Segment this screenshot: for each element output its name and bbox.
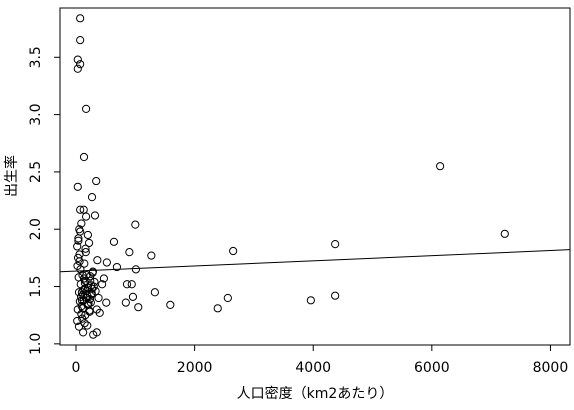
- point: [76, 35, 85, 45]
- point: [90, 211, 100, 220]
- point: [73, 242, 82, 251]
- point: [92, 328, 101, 337]
- point: [76, 60, 85, 69]
- point: [87, 284, 97, 293]
- point: [147, 251, 156, 260]
- point: [84, 238, 94, 248]
- point: [93, 256, 102, 265]
- x-tick-label: 6000: [414, 360, 450, 376]
- point: [79, 328, 88, 337]
- point: [121, 298, 130, 307]
- point: [500, 229, 509, 238]
- y-tick-label: 2.5: [28, 161, 44, 183]
- point: [81, 244, 90, 253]
- point: [73, 182, 82, 191]
- point: [74, 322, 84, 331]
- regression-line: [59, 249, 571, 273]
- point: [81, 212, 91, 221]
- x-tick-label: 2000: [177, 360, 213, 376]
- y-tick-label: 1.0: [28, 333, 44, 355]
- point: [85, 295, 95, 304]
- point: [223, 293, 232, 303]
- point: [73, 316, 82, 326]
- point: [128, 292, 138, 301]
- point: [81, 276, 90, 285]
- point: [131, 220, 140, 229]
- point: [74, 288, 84, 297]
- y-tick-label: 2.0: [28, 218, 44, 240]
- point: [102, 258, 111, 267]
- point: [77, 309, 86, 319]
- x-tick-label: 8000: [533, 360, 569, 376]
- x-tick-label: 4000: [295, 360, 331, 376]
- point: [76, 227, 85, 236]
- point: [150, 288, 159, 297]
- point: [81, 104, 91, 113]
- y-tick-label: 3.0: [28, 103, 44, 125]
- point: [166, 300, 175, 309]
- point: [88, 267, 98, 276]
- point: [86, 272, 95, 281]
- point: [98, 280, 107, 289]
- point: [76, 205, 85, 214]
- y-tick-label: 1.5: [28, 275, 44, 297]
- point: [73, 261, 82, 271]
- point: [83, 230, 92, 240]
- point: [83, 321, 92, 330]
- point: [74, 273, 83, 282]
- point: [73, 64, 82, 73]
- point: [79, 152, 89, 162]
- point: [125, 248, 134, 257]
- point: [81, 248, 90, 257]
- point: [94, 293, 103, 303]
- point: [99, 274, 108, 283]
- y-axis-label: 出生率: [3, 155, 20, 197]
- point: [102, 298, 111, 307]
- point: [112, 262, 122, 272]
- point: [134, 303, 143, 312]
- point: [213, 304, 222, 313]
- x-axis-label: 人口密度（km2あたり）: [237, 385, 394, 402]
- plot-box: [59, 7, 571, 346]
- point: [75, 257, 84, 266]
- point: [79, 296, 88, 305]
- point: [122, 280, 132, 289]
- point: [79, 205, 88, 214]
- point: [87, 193, 97, 202]
- point: [229, 246, 238, 256]
- point: [76, 14, 85, 23]
- x-tick-label: 0: [72, 360, 81, 376]
- point: [109, 237, 119, 246]
- point: [82, 287, 91, 296]
- point: [306, 296, 315, 305]
- point: [73, 55, 82, 64]
- point: [75, 297, 84, 306]
- point: [331, 291, 340, 300]
- point: [77, 288, 87, 297]
- point: [127, 280, 136, 289]
- point: [78, 314, 87, 323]
- y-tick-label: 3.5: [28, 46, 44, 68]
- point: [131, 265, 141, 274]
- point: [74, 236, 83, 245]
- point: [331, 240, 340, 249]
- point: [436, 162, 445, 171]
- point: [77, 219, 86, 228]
- point: [92, 176, 101, 186]
